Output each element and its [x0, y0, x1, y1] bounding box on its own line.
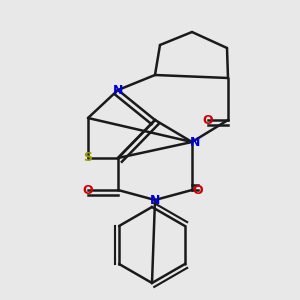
Text: N: N	[113, 83, 123, 97]
Text: O: O	[83, 184, 93, 196]
Text: S: S	[83, 152, 92, 164]
Text: N: N	[150, 194, 160, 206]
Text: O: O	[203, 113, 213, 127]
Text: O: O	[193, 184, 203, 196]
Text: N: N	[190, 136, 200, 148]
